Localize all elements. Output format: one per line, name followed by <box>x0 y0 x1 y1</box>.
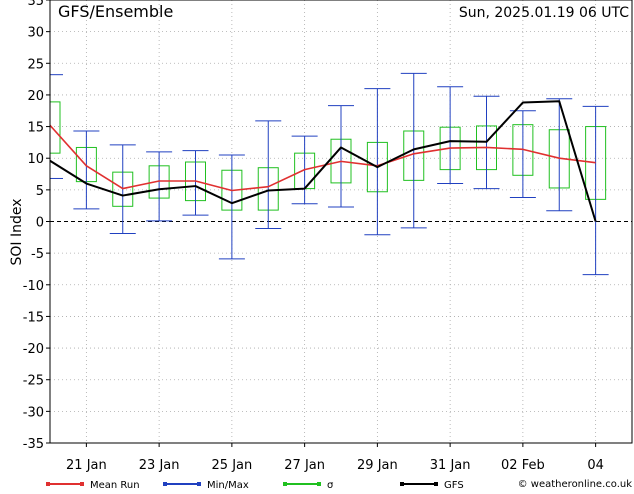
series-lines <box>49 100 597 222</box>
chart-title: GFS/Ensemble <box>58 2 173 21</box>
legend-swatch-marker <box>46 482 50 486</box>
y-tick-label: 30 <box>27 26 44 41</box>
y-tick-label: -25 <box>23 374 44 389</box>
legend: Mean Run Min/Max σ GFS <box>46 480 464 491</box>
y-tick-label: 25 <box>27 57 44 72</box>
tick-labels: -35 -30 -25 -20 -15 -10 -5 0 5 10 15 20 25 30 35 21 Jan… <box>23 0 604 473</box>
min-max-bars <box>49 72 609 276</box>
legend-label: GFS <box>444 480 464 490</box>
legend-swatch-marker <box>197 482 201 486</box>
legend-swatch-marker <box>283 482 287 486</box>
y-tick-label: -5 <box>31 247 44 262</box>
y-tick-label: -20 <box>23 342 44 357</box>
x-tick-label: 27 Jan <box>284 458 325 473</box>
mean-run-line <box>49 124 596 192</box>
legend-swatch-marker <box>317 482 321 486</box>
x-tick-label: 25 Jan <box>212 458 253 473</box>
y-tick-label: -30 <box>23 405 44 420</box>
y-tick-label: 10 <box>27 152 44 167</box>
y-tick-label: 5 <box>36 184 44 199</box>
legend-swatch-marker <box>163 482 167 486</box>
legend-label: σ <box>327 480 334 490</box>
y-tick-label: 0 <box>36 216 44 231</box>
y-tick-label: -35 <box>23 437 44 452</box>
y-tick-label: -10 <box>23 279 44 294</box>
legend-swatch-marker <box>400 482 404 486</box>
y-tick-label: 15 <box>27 121 44 136</box>
gfs-line <box>49 100 597 222</box>
y-tick-label: 35 <box>27 0 44 9</box>
x-tick-label: 02 Feb <box>501 458 545 473</box>
x-tick-label: 29 Jan <box>357 458 398 473</box>
x-tick-label: 04 <box>587 458 604 473</box>
legend-label: Min/Max <box>207 480 249 490</box>
y-tick-label: 20 <box>27 89 44 104</box>
credit-text: © weatheronline.co.uk <box>518 479 633 490</box>
gridlines <box>50 0 632 443</box>
legend-swatch-marker <box>434 482 438 486</box>
x-tick-label: 21 Jan <box>66 458 107 473</box>
y-tick-label: -15 <box>23 310 44 325</box>
legend-label: Mean Run <box>90 480 140 490</box>
legend-swatch-marker <box>80 482 84 486</box>
x-tick-label: 31 Jan <box>430 458 471 473</box>
run-timestamp: Sun, 2025.01.19 06 UTC <box>459 5 629 21</box>
y-axis-label: SOI Index <box>9 198 25 265</box>
x-tick-label: 23 Jan <box>139 458 180 473</box>
